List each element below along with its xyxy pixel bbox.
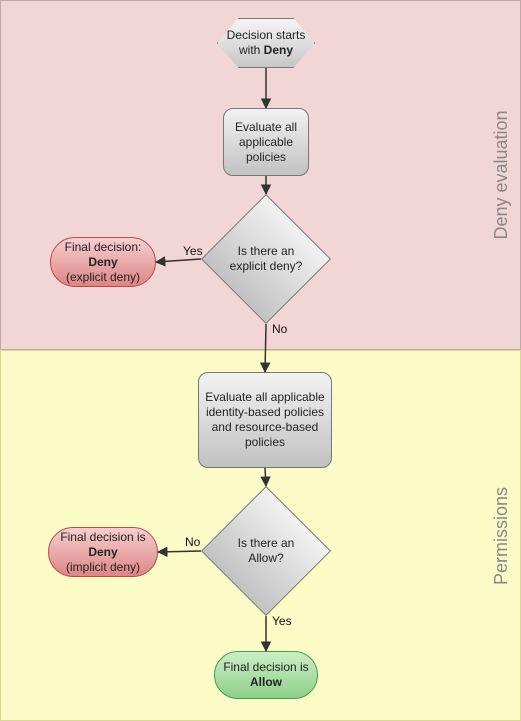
edge — [265, 324, 266, 372]
edge-label: No — [185, 535, 200, 549]
text: Is there an Allow? — [226, 536, 306, 566]
edge — [156, 259, 201, 262]
edge-label: No — [272, 322, 287, 336]
edge-label: Yes — [183, 244, 203, 258]
text: Is there an explicit deny? — [226, 244, 306, 274]
edge-label: Yes — [272, 614, 292, 628]
edge — [265, 468, 266, 486]
edge — [158, 551, 201, 552]
edges-layer — [0, 0, 521, 721]
